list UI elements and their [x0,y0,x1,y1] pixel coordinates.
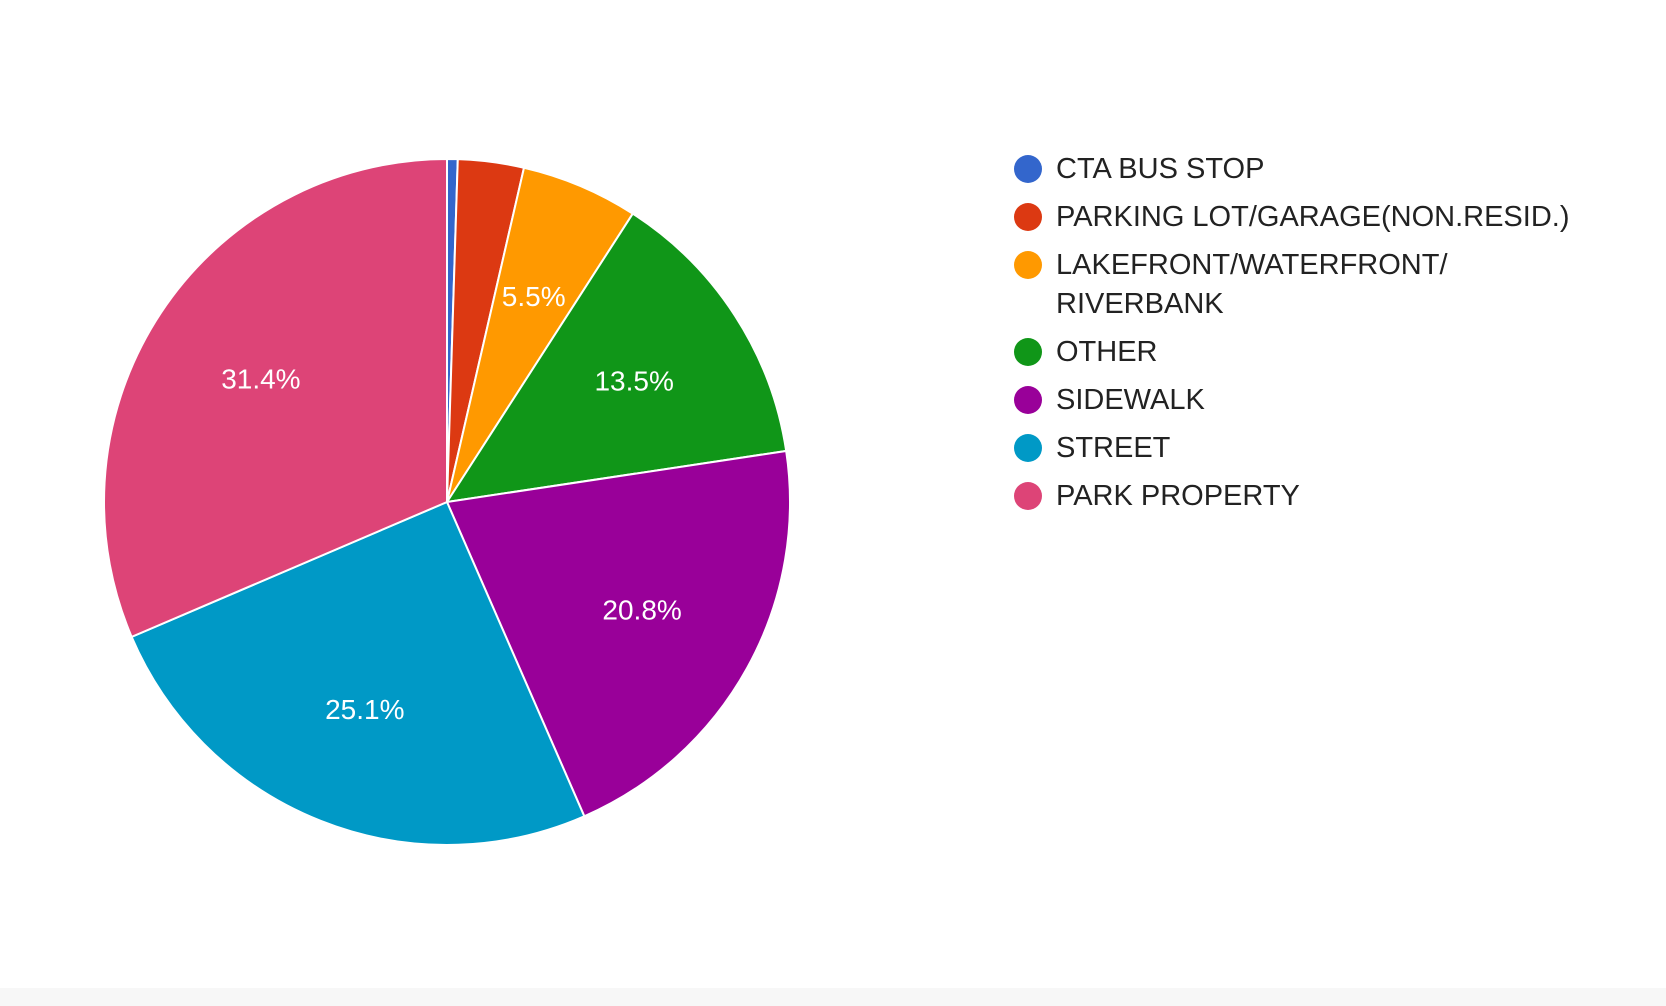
pie-slice-6[interactable] [103,157,448,639]
legend-item-2[interactable]: LAKEFRONT/WATERFRONT/ RIVERBANK [1014,246,1614,324]
legend-label-0: CTA BUS STOP [1056,153,1265,185]
legend-item-5[interactable]: STREET [1014,429,1614,468]
legend-swatch-6 [1014,482,1042,510]
legend-item-6[interactable]: PARK PROPERTY [1014,477,1614,516]
legend-swatch-3 [1014,338,1042,366]
pie-slice-5[interactable] [130,500,586,846]
legend-label-6: PARK PROPERTY [1056,480,1300,512]
legend-item-4[interactable]: SIDEWALK [1014,381,1614,420]
legend-swatch-2 [1014,251,1042,279]
slice-label-6: 31.4% [221,364,300,395]
legend-swatch-0 [1014,155,1042,183]
legend-item-0[interactable]: CTA BUS STOP [1014,150,1614,189]
slice-label-2: 5.5% [502,281,566,312]
legend-item-1[interactable]: PARKING LOT/GARAGE(NON.RESID.) [1014,198,1614,237]
slice-label-5: 25.1% [325,694,404,725]
legend-label-4: SIDEWALK [1056,384,1205,416]
legend-label-1: PARKING LOT/GARAGE(NON.RESID.) [1056,201,1570,233]
legend-swatch-1 [1014,203,1042,231]
legend-swatch-5 [1014,434,1042,462]
legend-label-2: LAKEFRONT/WATERFRONT/ RIVERBANK [1056,249,1448,320]
legend-item-3[interactable]: OTHER [1014,333,1614,372]
pie-slice-3[interactable] [444,212,788,504]
legend-label-5: STREET [1056,432,1171,464]
slice-label-4: 20.8% [602,594,681,625]
legend: CTA BUS STOP PARKING LOT/GARAGE(NON.RESID… [1014,150,1614,525]
pie-slice-4[interactable] [445,449,791,818]
bottom-strip [0,988,1666,1006]
slice-label-3: 13.5% [594,366,673,397]
legend-label-3: OTHER [1056,336,1158,368]
legend-swatch-4 [1014,386,1042,414]
